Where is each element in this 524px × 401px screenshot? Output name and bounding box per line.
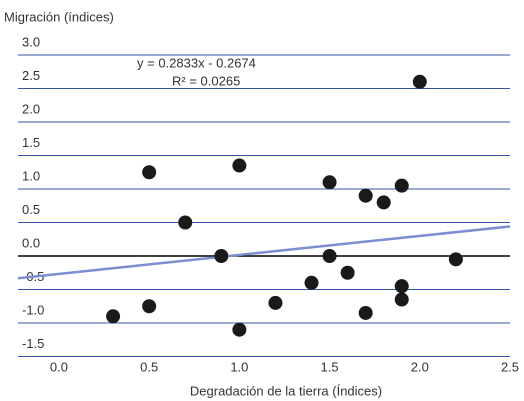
x-tick-label: 0.5 xyxy=(140,359,158,374)
point xyxy=(268,295,283,310)
trend-equation: y = 0.2833x - 0.2674 xyxy=(137,55,256,70)
point xyxy=(106,309,121,324)
y-tick-label: 0.5 xyxy=(22,202,40,217)
point xyxy=(322,249,337,263)
y-tick-label: -1.5 xyxy=(22,336,44,351)
x-tick-label: 1.0 xyxy=(230,359,248,374)
x-tick-label: 1.5 xyxy=(321,359,339,374)
point xyxy=(358,305,373,320)
y-tick-label: 0.0 xyxy=(22,235,40,250)
point xyxy=(376,195,391,210)
point xyxy=(232,322,247,337)
point xyxy=(322,175,337,190)
y-tick-label: 1.5 xyxy=(22,135,40,150)
x-axis-title: Degradación de la tierra (Índices) xyxy=(190,383,382,398)
point xyxy=(178,215,193,230)
r-squared: R² = 0.0265 xyxy=(172,73,240,88)
y-tick-label: -1.0 xyxy=(22,302,44,317)
point xyxy=(394,178,409,193)
x-tick-label: 0.0 xyxy=(50,359,68,374)
y-tick-label: 2.5 xyxy=(22,68,40,83)
trendline xyxy=(17,225,511,280)
point xyxy=(232,158,247,173)
x-tick-label: 2.5 xyxy=(501,359,519,374)
y-tick-label: 2.0 xyxy=(22,101,40,116)
point xyxy=(412,74,427,89)
x-tick-label: 2.0 xyxy=(411,359,429,374)
point xyxy=(448,252,463,267)
point xyxy=(358,188,373,203)
y-axis-title: Migración (índices) xyxy=(4,9,114,24)
point xyxy=(142,299,157,314)
point xyxy=(340,265,355,280)
y-tick-label: 3.0 xyxy=(22,34,40,49)
y-tick-label: 1.0 xyxy=(22,168,40,183)
point xyxy=(394,279,409,294)
point xyxy=(394,292,409,307)
point xyxy=(214,249,229,263)
point xyxy=(304,275,319,290)
point xyxy=(142,165,157,180)
